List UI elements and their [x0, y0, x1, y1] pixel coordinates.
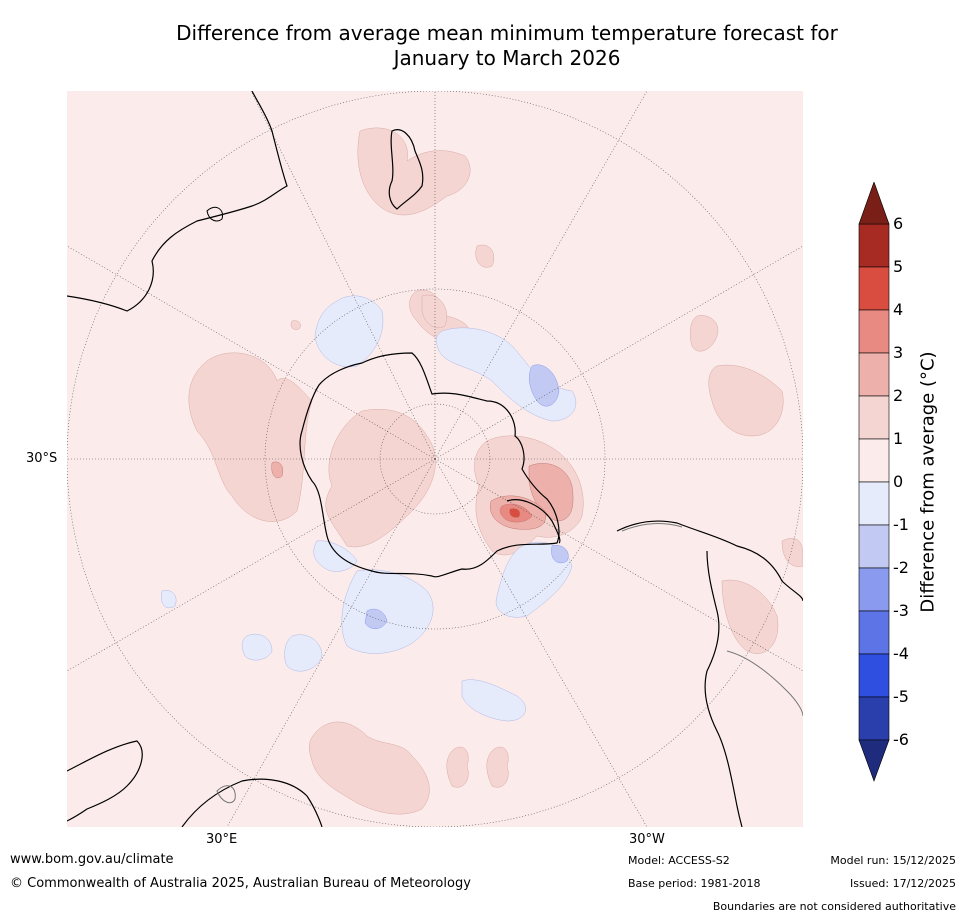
new-zealand-outline — [388, 129, 424, 210]
antarctic-peninsula — [506, 499, 561, 544]
colorbar-tick-label: 4 — [893, 300, 904, 319]
colorbar-segment — [858, 524, 890, 569]
colorbar-segment — [858, 309, 890, 354]
title-line-2: January to March 2026 — [393, 46, 621, 70]
colorbar-segment — [858, 266, 890, 311]
polar-map — [67, 91, 803, 827]
colorbar-tick-label: 1 — [893, 429, 904, 448]
chart-title: Difference from average mean minimum tem… — [67, 21, 947, 71]
colorbar-segment — [858, 610, 890, 655]
colorbar-tick-label: -5 — [893, 687, 909, 706]
colorbar-segment — [858, 395, 890, 440]
colorbar-over-arrow — [858, 182, 890, 225]
colorbar-segment — [858, 696, 890, 741]
colorbar-tick-label: 0 — [893, 472, 904, 491]
colorbar-under-arrow — [858, 739, 890, 782]
longitude-label-30e: 30°E — [206, 832, 238, 847]
colorbar-segment — [858, 567, 890, 612]
colorbar-segment — [858, 223, 890, 268]
country-boundaries — [621, 523, 803, 717]
model-run-text: Model run: 15/12/2025 — [830, 854, 956, 867]
model-text: Model: ACCESS-S2 — [628, 854, 730, 867]
madagascar-outline — [216, 785, 236, 804]
colorbar-tick-label: -6 — [893, 730, 909, 749]
colorbar-segment — [858, 438, 890, 483]
antarctica-outline — [299, 352, 560, 578]
colorbar-tick-label: 6 — [893, 214, 904, 233]
title-line-1: Difference from average mean minimum tem… — [176, 21, 838, 45]
warm-anomaly-regions — [188, 127, 803, 815]
tasmania-outline — [206, 206, 224, 222]
colorbar-tick-label: -4 — [893, 644, 909, 663]
colorbar-tick-label: -3 — [893, 601, 909, 620]
base-period-text: Base period: 1981-2018 — [628, 877, 761, 890]
colorbar-tick-label: 5 — [893, 257, 904, 276]
issued-text: Issued: 17/12/2025 — [849, 877, 956, 890]
disclaimer-text: Boundaries are not considered authoritat… — [712, 900, 956, 913]
latitude-label-30s: 30°S — [26, 451, 58, 466]
colorbar-segment — [858, 481, 890, 526]
website-link[interactable]: www.bom.gov.au/climate — [10, 852, 174, 867]
colorbar-segment — [858, 352, 890, 397]
colorbar-segment — [858, 653, 890, 698]
south-america-outline — [616, 520, 803, 827]
colorbar-tick-label: 2 — [893, 386, 904, 405]
colorbar — [858, 182, 890, 782]
colorbar-label-text: Difference from average (°C) — [917, 351, 939, 613]
colorbar-tick-label: -1 — [893, 515, 909, 534]
cool-anomaly-strong — [364, 364, 569, 629]
meridian-grid — [67, 91, 803, 827]
africa-outline — [67, 740, 323, 827]
longitude-label-30w: 30°W — [629, 832, 665, 847]
copyright-text: © Commonwealth of Australia 2025, Austra… — [10, 876, 471, 891]
colorbar-tick-label: -2 — [893, 558, 909, 577]
colorbar-tick-label: 3 — [893, 343, 904, 362]
